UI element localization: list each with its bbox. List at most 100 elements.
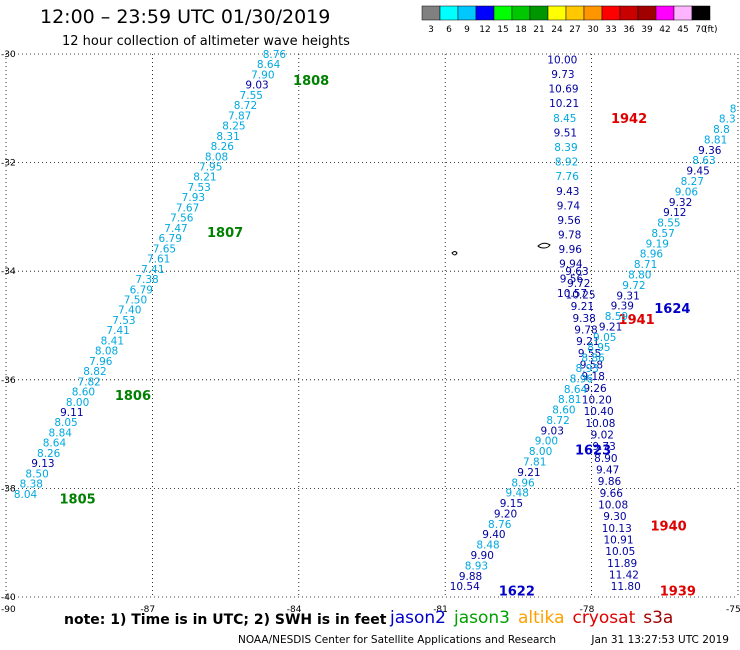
colorbar-tick-label: 70: [695, 25, 707, 35]
wave-height-value: 9.03: [245, 80, 268, 92]
latitude-label: -30: [1, 50, 16, 60]
colorbar-swatch: [475, 5, 495, 21]
wave-height-value: 9.55: [578, 348, 601, 360]
wave-height-value: 10.20: [582, 395, 612, 407]
wave-height-value: 9.58: [580, 360, 603, 372]
colorbar-swatch: [547, 5, 567, 21]
wave-height-value: 8.3: [719, 114, 736, 126]
wave-height-value: 8.86: [581, 353, 605, 365]
wave-height-value: 9.18: [582, 371, 605, 383]
colorbar-tick-label: 36: [623, 25, 635, 35]
wave-height-value: 9.48: [506, 488, 529, 500]
wave-height-value: 7.61: [147, 254, 170, 266]
wave-height-value: 9.72: [622, 280, 645, 292]
wave-height-value: 11.89: [607, 558, 637, 570]
footnote: note: 1) Time is in UTC; 2) SWH is in fe…: [64, 612, 387, 628]
wave-height-value: 8.92: [555, 157, 578, 169]
wave-height-value: 8.8: [713, 124, 730, 136]
colorbar-unit-label: (ft): [704, 25, 718, 35]
wave-height-value: 8.57: [651, 228, 674, 240]
wave-height-value: 11.80: [611, 581, 641, 593]
wave-height-value: 8.60: [72, 387, 95, 399]
wave-height-value: 8.93: [465, 560, 488, 572]
wave-height-value: 8.64: [564, 384, 588, 396]
wave-height-value: 7.55: [240, 90, 263, 102]
latitude-label: -32: [1, 159, 16, 169]
colorbar-tick-label: 15: [497, 25, 508, 35]
legend-item-altika: altika: [518, 608, 565, 628]
color-scale-bar: 3 6 9 12 15 18 21 24 27 30 33 36 39 42 45 70(ft): [421, 5, 718, 35]
wave-height-value: 9.06: [675, 186, 699, 198]
wave-height-value: 7.56: [170, 213, 194, 225]
wave-height-value: 9.66: [600, 488, 624, 500]
colorbar-swatch: [439, 5, 459, 21]
latitude-label: -38: [1, 484, 16, 494]
map-title: 12:00 – 23:59 UTC 01/30/2019: [40, 6, 331, 28]
colorbar-swatch: [457, 5, 477, 21]
wave-height-value: 8.96: [640, 249, 664, 261]
wave-height-value: 8.25: [222, 121, 245, 133]
pass-number-label: 1941: [619, 313, 655, 328]
wave-height-value: 7.87: [228, 110, 251, 122]
pass-number-label: 1939: [660, 585, 696, 600]
wave-height-value: 7.65: [153, 243, 176, 255]
colorbar-swatch: [493, 5, 513, 21]
wave-height-value: 7.47: [164, 223, 187, 235]
wave-height-value: 9.47: [596, 464, 619, 476]
wave-height-value: 7.67: [176, 202, 199, 214]
wave-height-value: 9.21: [571, 301, 594, 313]
wave-height-value: 8.45: [553, 113, 576, 125]
colorbar-swatch: [619, 5, 639, 21]
footer: NOAA/NESDIS Center for Satellite Applica…: [238, 634, 729, 646]
wave-height-value: 9.63: [565, 266, 588, 278]
wave-height-value: 9.94: [559, 259, 583, 271]
wave-height-value: 9.36: [698, 145, 722, 157]
wave-height-value: 7.82: [77, 376, 100, 388]
wave-height-value: 9.43: [556, 186, 579, 198]
wave-height-value: 8.81: [704, 134, 727, 146]
wave-height-value: 9.03: [541, 425, 564, 437]
island-shapes: [451, 242, 551, 256]
colorbar-tick-label: 33: [605, 25, 616, 35]
longitude-label: -90: [1, 605, 16, 615]
wave-height-value: 8.55: [657, 218, 680, 230]
longitude-label: -87: [140, 605, 155, 615]
wave-height-value: 8.26: [37, 448, 61, 460]
wave-height-value: 10.08: [598, 499, 628, 511]
wave-height-value: 11.42: [609, 569, 639, 581]
wave-height-value: 9.31: [616, 290, 639, 302]
wave-height-value: 8.96: [570, 373, 594, 385]
colorbar-tick-label: 27: [569, 25, 580, 35]
wave-height-value: 10.91: [603, 534, 633, 546]
wave-height-value: 9.96: [559, 244, 583, 256]
legend-item-jason3: jason3: [454, 608, 510, 628]
colorbar-tick-label: 39: [641, 25, 653, 35]
wave-height-value: 8.38: [20, 479, 43, 491]
wave-height-value: 9.32: [669, 197, 692, 209]
wave-height-value: 8.26: [211, 141, 235, 153]
legend-item-jason2: jason2: [390, 608, 446, 628]
wave-height-value: 8.39: [554, 142, 577, 154]
colorbar-tick-label: 45: [677, 25, 688, 35]
wave-height-value: 7.81: [523, 456, 546, 468]
wave-height-value: 9.20: [494, 508, 517, 520]
colorbar-swatch: [655, 5, 675, 21]
pass-number-label: 1624: [654, 302, 690, 317]
longitude-label: -75: [726, 605, 740, 615]
legend-item-cryosat: cryosat: [572, 608, 636, 628]
wave-height-value: 9.05: [593, 332, 616, 344]
wave-height-value: 9.74: [557, 200, 581, 212]
pass-number-label: 1942: [611, 112, 647, 127]
wave-height-value: 9.40: [482, 529, 505, 541]
wave-height-value: 9.15: [500, 498, 523, 510]
wave-height-value: 8.71: [634, 259, 657, 271]
latitude-label: -40: [1, 593, 16, 603]
colorbar-tick-label: 24: [551, 25, 563, 35]
wave-height-value: 10.40: [584, 406, 614, 418]
wave-height-value: 9.12: [663, 207, 686, 219]
wave-height-value: 10.13: [602, 523, 632, 535]
wave-height-value: 10.69: [549, 84, 579, 96]
pass-number-label: 1622: [499, 585, 535, 600]
wave-height-value: 8.08: [95, 346, 118, 358]
